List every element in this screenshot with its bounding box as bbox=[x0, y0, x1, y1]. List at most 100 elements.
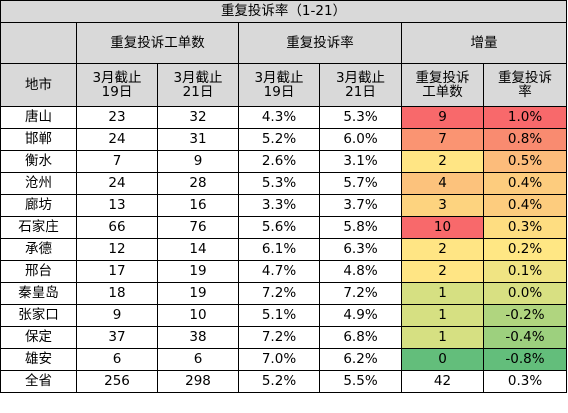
subheader-rate-19-line: 19日 bbox=[263, 84, 295, 100]
table-row: 石家庄 66 76 5.6% 5.8% 10 0.3% bbox=[0, 216, 568, 239]
cell-inc-count: 2 bbox=[401, 150, 484, 173]
table-title: 重复投诉率（1-21） bbox=[0, 0, 568, 23]
table-row: 邢台 17 19 4.7% 4.8% 2 0.1% bbox=[0, 260, 568, 283]
cell-rate-19: 4.7% bbox=[238, 260, 320, 283]
cell-rate-19: 5.1% bbox=[238, 304, 320, 327]
cell-rate-19: 7.2% bbox=[238, 282, 320, 305]
table-row: 全省 256 298 5.2% 5.5% 42 0.3% bbox=[0, 370, 568, 393]
cell-rate-19: 7.2% bbox=[238, 326, 320, 349]
subheader-inc-rate: 重复投诉率 bbox=[482, 63, 568, 107]
cell-count-19: 37 bbox=[76, 326, 158, 349]
subheader-rate-21-line: 3月截止 bbox=[335, 69, 386, 86]
cell-inc-count: 1 bbox=[401, 326, 484, 349]
cell-count-19: 24 bbox=[76, 128, 158, 151]
cell-inc-count: 9 bbox=[401, 106, 484, 129]
cell-count-19: 18 bbox=[76, 282, 158, 305]
cell-city: 廊坊 bbox=[0, 194, 77, 217]
cell-rate-19: 4.3% bbox=[238, 106, 320, 129]
cell-inc-count: 2 bbox=[401, 260, 484, 283]
cell-count-19: 9 bbox=[76, 304, 158, 327]
table-row: 邯郸 24 31 5.2% 6.0% 7 0.8% bbox=[0, 128, 568, 151]
cell-city: 唐山 bbox=[0, 106, 77, 129]
subheader-rate-19: 3月截止 19日 bbox=[238, 63, 320, 107]
subheader-count-19-line: 19日 bbox=[101, 84, 133, 100]
subheader-count-21-line: 3月截止 bbox=[173, 69, 223, 86]
subheader-inc-rate-line: 重复投诉 bbox=[498, 69, 553, 86]
table-row: 廊坊 13 16 3.3% 3.7% 3 0.4% bbox=[0, 194, 568, 217]
cell-inc-rate: 0.5% bbox=[482, 150, 568, 173]
subheader-count-19: 3月截止 19日 bbox=[76, 63, 158, 107]
table-row: 承德 12 14 6.1% 6.3% 2 0.2% bbox=[0, 238, 568, 261]
cell-inc-count: 10 bbox=[401, 216, 484, 239]
cell-count-21: 298 bbox=[157, 370, 239, 393]
cell-rate-21: 6.3% bbox=[319, 238, 402, 261]
cell-inc-count: 1 bbox=[401, 304, 484, 327]
cell-count-19: 7 bbox=[76, 150, 158, 173]
cell-city: 石家庄 bbox=[0, 216, 77, 239]
cell-count-21: 28 bbox=[157, 172, 239, 195]
complaint-rate-table: 重复投诉率（1-21） 重复投诉工单数 重复投诉率 增量 地市 3月截止 19日 3… bbox=[0, 0, 568, 393]
table-row: 衡水 7 9 2.6% 3.1% 2 0.5% bbox=[0, 150, 568, 173]
cell-city: 雄安 bbox=[0, 348, 77, 371]
cell-inc-rate: 0.2% bbox=[482, 238, 568, 261]
cell-city: 承德 bbox=[0, 238, 77, 261]
cell-count-21: 6 bbox=[157, 348, 239, 371]
cell-city: 全省 bbox=[0, 370, 77, 393]
cell-rate-21: 5.8% bbox=[319, 216, 402, 239]
subheader-inc-count-line: 工单数 bbox=[422, 84, 463, 100]
cell-count-21: 32 bbox=[157, 106, 239, 129]
cell-count-19: 24 bbox=[76, 172, 158, 195]
subheader-inc-count: 重复投诉 工单数 bbox=[401, 63, 484, 107]
subheader-inc-count-line: 重复投诉 bbox=[415, 69, 470, 86]
cell-rate-21: 3.7% bbox=[319, 194, 402, 217]
cell-city: 秦皇岛 bbox=[0, 282, 77, 305]
subheader-count-21-line: 21日 bbox=[182, 84, 214, 100]
cell-rate-21: 7.2% bbox=[319, 282, 402, 305]
cell-inc-rate: -0.4% bbox=[482, 326, 568, 349]
cell-city: 邯郸 bbox=[0, 128, 77, 151]
group-header-rate: 重复投诉率 bbox=[238, 22, 402, 64]
cell-count-21: 19 bbox=[157, 260, 239, 283]
cell-city: 保定 bbox=[0, 326, 77, 349]
cell-count-19: 17 bbox=[76, 260, 158, 283]
table-row: 保定 37 38 7.2% 6.8% 1 -0.4% bbox=[0, 326, 568, 349]
table-row: 唐山 23 32 4.3% 5.3% 9 1.0% bbox=[0, 106, 568, 129]
cell-rate-21: 6.8% bbox=[319, 326, 402, 349]
subheader-rate-21-line: 21日 bbox=[345, 84, 376, 100]
cell-inc-rate: 0.4% bbox=[482, 194, 568, 217]
cell-rate-19: 5.6% bbox=[238, 216, 320, 239]
table-body: 唐山 23 32 4.3% 5.3% 9 1.0% 邯郸 24 31 5.2% 6.0% 7 0.8% 衡水… bbox=[0, 106, 568, 393]
cell-city: 邢台 bbox=[0, 260, 77, 283]
cell-rate-21: 6.0% bbox=[319, 128, 402, 151]
cell-count-19: 23 bbox=[76, 106, 158, 129]
subheader-rate-21: 3月截止 21日 bbox=[319, 63, 402, 107]
cell-rate-19: 5.2% bbox=[238, 128, 320, 151]
cell-rate-19: 5.3% bbox=[238, 172, 320, 195]
cell-inc-rate: 0.4% bbox=[482, 172, 568, 195]
cell-rate-21: 3.1% bbox=[319, 150, 402, 173]
cell-rate-21: 5.5% bbox=[319, 370, 402, 393]
cell-city: 张家口 bbox=[0, 304, 77, 327]
cell-rate-21: 5.7% bbox=[319, 172, 402, 195]
subheader-count-19-line: 3月截止 bbox=[92, 69, 142, 86]
cell-inc-rate: -0.8% bbox=[482, 348, 568, 371]
cell-count-19: 256 bbox=[76, 370, 158, 393]
cell-inc-rate: 0.3% bbox=[482, 216, 568, 239]
cell-count-21: 76 bbox=[157, 216, 239, 239]
header-blank bbox=[0, 22, 77, 64]
cell-inc-count: 1 bbox=[401, 282, 484, 305]
cell-rate-19: 5.2% bbox=[238, 370, 320, 393]
cell-count-21: 16 bbox=[157, 194, 239, 217]
cell-inc-count: 0 bbox=[401, 348, 484, 371]
cell-rate-21: 4.8% bbox=[319, 260, 402, 283]
cell-inc-rate: 0.0% bbox=[482, 282, 568, 305]
cell-inc-rate: 0.8% bbox=[482, 128, 568, 151]
cell-inc-count: 2 bbox=[401, 238, 484, 261]
cell-inc-count: 42 bbox=[401, 370, 484, 393]
subheader-rate-19-line: 3月截止 bbox=[254, 69, 304, 86]
cell-city: 衡水 bbox=[0, 150, 77, 173]
cell-inc-rate: -0.2% bbox=[482, 304, 568, 327]
cell-rate-21: 4.9% bbox=[319, 304, 402, 327]
cell-inc-count: 3 bbox=[401, 194, 484, 217]
table-row: 雄安 6 6 7.0% 6.2% 0 -0.8% bbox=[0, 348, 568, 371]
